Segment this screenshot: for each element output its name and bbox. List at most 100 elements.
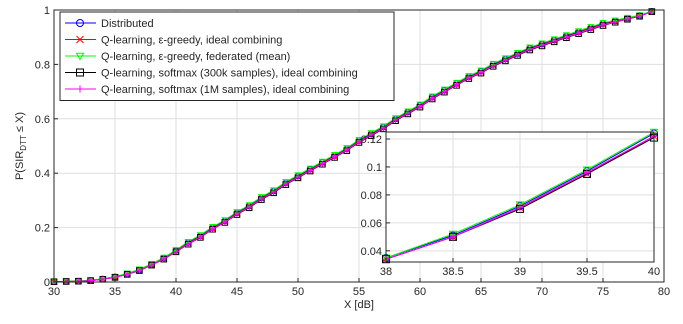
data-point	[184, 239, 192, 246]
data-point	[583, 169, 591, 177]
data-point	[417, 103, 423, 110]
y-tick-label: 0.6	[35, 114, 50, 126]
legend-label: Distributed	[101, 18, 154, 30]
data-point	[563, 34, 570, 40]
inset-plot: 38 38.5 39 39.5 40 0.04 0.06 0.08 0.1 0.12	[361, 128, 660, 278]
y-tick-label: 0.1	[367, 162, 382, 174]
data-point	[100, 276, 106, 283]
data-point	[136, 267, 143, 274]
data-point	[196, 232, 205, 239]
data-point	[405, 110, 411, 117]
data-point	[222, 219, 228, 225]
data-point	[575, 30, 582, 36]
data-point	[319, 160, 326, 167]
x-tick-label: 50	[292, 286, 304, 298]
legend-entry: Q-learning, ε-greedy, federated (mean)	[65, 51, 290, 63]
data-point	[502, 57, 509, 64]
x-tick-label: 45	[231, 286, 243, 298]
data-point	[258, 196, 265, 202]
legend-entry: Q-learning, softmax (300k samples), idea…	[65, 68, 358, 80]
x-tick-label: 40	[648, 266, 660, 278]
data-point	[636, 13, 643, 19]
data-point	[185, 241, 191, 247]
data-point	[75, 278, 82, 284]
y-axis-label-main: P(SIR	[14, 151, 26, 180]
y-tick-label: 0.4	[35, 168, 50, 180]
data-point	[623, 14, 632, 22]
data-point	[270, 189, 277, 196]
data-point	[87, 277, 94, 284]
legend-label: Q-learning, ε-greedy, ideal combining	[101, 35, 282, 47]
y-tick-label: 0.8	[35, 59, 50, 71]
data-point	[514, 52, 521, 58]
y-tick-label: 0	[44, 277, 50, 289]
x-tick-label: 38	[380, 266, 392, 278]
data-point	[611, 17, 619, 25]
legend-box	[59, 11, 395, 101]
data-point	[148, 262, 155, 268]
data-point	[441, 88, 448, 95]
series-5	[51, 8, 655, 285]
data-point	[478, 69, 484, 76]
y-tick-label: 0.2	[35, 223, 50, 235]
series-line	[53, 11, 652, 283]
legend-marker	[76, 19, 84, 27]
y-tick-label: 0.12	[361, 134, 382, 146]
x-tick-label: 70	[536, 286, 548, 298]
y-axis-label-subscript: DTT	[19, 135, 28, 151]
x-tick-label: 55	[353, 286, 365, 298]
data-point	[356, 139, 362, 145]
x-tick-label: 30	[48, 286, 60, 298]
data-point	[221, 217, 229, 224]
data-point	[449, 233, 457, 241]
data-point	[209, 226, 216, 232]
x-tick-label: 39	[514, 266, 526, 278]
series-5	[382, 132, 658, 263]
legend-marker	[75, 52, 85, 61]
x-tick-label: 40	[170, 286, 182, 298]
data-point	[392, 117, 399, 123]
y-tick-label: 0.04	[361, 246, 382, 258]
legend-marker	[76, 35, 84, 44]
data-point	[208, 224, 217, 231]
legend-entry: Q-learning, ε-greedy, ideal combining	[65, 35, 282, 47]
legend-entry: Distributed	[65, 18, 154, 30]
data-point	[588, 26, 594, 32]
data-point	[124, 271, 130, 278]
data-point	[161, 256, 167, 262]
data-point	[624, 16, 631, 22]
x-tick-label: 60	[414, 286, 426, 298]
legend-label: Q-learning, softmax (1M samples), ideal …	[101, 84, 349, 96]
legend-marker	[76, 85, 84, 93]
data-point	[453, 82, 460, 88]
data-point	[551, 38, 557, 45]
data-point	[246, 204, 252, 210]
legend-marker	[76, 68, 84, 77]
data-point	[448, 230, 458, 239]
legend-label: Q-learning, ε-greedy, federated (mean)	[101, 51, 290, 63]
data-point	[516, 203, 524, 211]
data-point	[331, 154, 338, 160]
x-tick-label: 75	[597, 286, 609, 298]
data-point	[527, 46, 533, 53]
y-tick-label: 0.08	[361, 190, 382, 202]
x-tick-label: 38.5	[442, 266, 463, 278]
y-tick-label: 0.06	[361, 218, 382, 230]
data-point	[539, 42, 545, 49]
data-point	[197, 234, 204, 240]
data-point	[234, 211, 240, 217]
data-point	[283, 181, 289, 187]
y-tick-label: 1	[44, 5, 50, 17]
x-tick-label: 80	[658, 286, 670, 298]
legend: Distributed Q-learning, ε-greedy, ideal c…	[59, 11, 395, 101]
x-tick-label: 65	[475, 286, 487, 298]
data-point	[490, 62, 496, 69]
legend-label: Q-learning, softmax (300k samples), idea…	[101, 68, 358, 80]
data-point	[380, 125, 387, 132]
data-point	[429, 95, 435, 102]
y-axis-label: P(SIRDTT ≤ X)	[14, 112, 28, 180]
x-tick-label: 39.5	[576, 266, 597, 278]
x-tick-label: 35	[109, 286, 121, 298]
data-point	[63, 278, 69, 285]
data-point	[307, 167, 313, 174]
